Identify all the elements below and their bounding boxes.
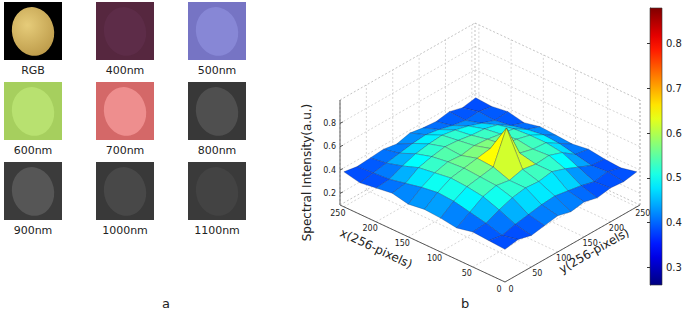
html-text:800nm: 800nm xyxy=(197,144,237,157)
svg-text:200: 200 xyxy=(362,224,377,233)
svg-text:0.5: 0.5 xyxy=(666,172,682,183)
html-text:600nm: 600nm xyxy=(13,144,53,157)
html-text:a: a xyxy=(162,296,170,311)
html-text:1000nm: 1000nm xyxy=(102,224,148,237)
svg-text:50: 50 xyxy=(532,269,542,278)
svg-text:0.4: 0.4 xyxy=(323,166,336,175)
svg-text:0.2: 0.2 xyxy=(323,189,336,198)
svg-text:0.7: 0.7 xyxy=(666,83,682,94)
svg-text:250: 250 xyxy=(635,209,650,218)
svg-text:0.8: 0.8 xyxy=(323,119,336,128)
html-text:RGB: RGB xyxy=(21,64,45,77)
svg-text:x(256-pixels): x(256-pixels) xyxy=(338,226,415,272)
html-text:900nm: 900nm xyxy=(13,224,53,237)
html-text:b: b xyxy=(461,296,470,311)
svg-text:50: 50 xyxy=(462,269,472,278)
svg-text:150: 150 xyxy=(395,239,410,248)
svg-text:y(256-pixels): y(256-pixels) xyxy=(556,225,631,276)
svg-text:250: 250 xyxy=(330,209,345,218)
svg-text:0.6: 0.6 xyxy=(323,142,336,151)
svg-text:0.3: 0.3 xyxy=(666,262,682,273)
html-text:400nm: 400nm xyxy=(105,64,145,77)
svg-text:0: 0 xyxy=(496,285,501,294)
html-text:1100nm: 1100nm xyxy=(194,224,240,237)
html-text:500nm: 500nm xyxy=(197,64,237,77)
svg-text:100: 100 xyxy=(427,254,442,263)
svg-text:0.8: 0.8 xyxy=(666,38,682,49)
html-text:700nm: 700nm xyxy=(105,144,145,157)
svg-text:0: 0 xyxy=(508,285,513,294)
svg-text:0.4: 0.4 xyxy=(666,217,682,228)
svg-text:0.6: 0.6 xyxy=(666,128,682,139)
svg-text:Spectral Intensity(a.u.): Spectral Intensity(a.u.) xyxy=(300,104,314,242)
